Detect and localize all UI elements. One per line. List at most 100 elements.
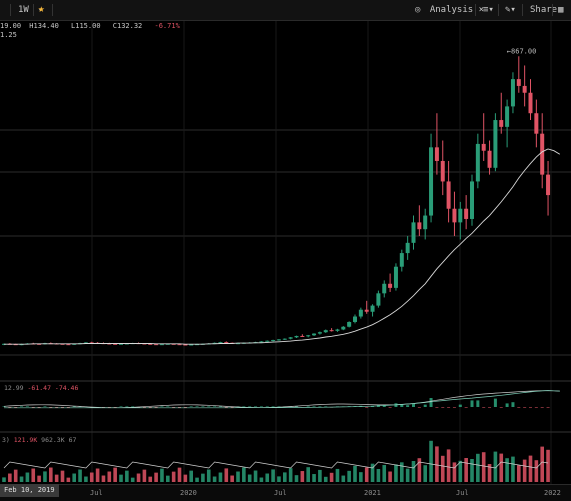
candle-body	[60, 343, 65, 345]
volume-bar	[376, 469, 381, 482]
volume-bar	[230, 475, 234, 482]
indicator-bar	[271, 406, 275, 407]
volume-bar	[195, 477, 199, 482]
candle-body	[423, 215, 428, 230]
candle-body	[142, 343, 147, 345]
volume-bar	[54, 474, 59, 482]
eye-icon: ◎	[415, 5, 421, 15]
x-tick: 2021	[364, 489, 381, 497]
ohlc-readout: 19.00 H134.40 L115.00 C132.32 -6.71%	[0, 22, 184, 30]
volume-bar	[31, 468, 36, 482]
volume-bar	[125, 470, 129, 482]
indicator-bar	[125, 406, 129, 407]
indicator-bar	[61, 407, 64, 408]
indicator-bar	[20, 406, 24, 407]
indicator-bar	[43, 406, 47, 407]
indicator-bar	[388, 407, 392, 408]
volume-value-b: 121.9K	[13, 436, 38, 444]
indicator-bar	[452, 407, 456, 408]
indicator-bar	[493, 398, 497, 407]
candle-body	[195, 344, 200, 346]
volume-bar	[253, 470, 258, 482]
candle-body	[306, 335, 311, 337]
candle-body	[405, 242, 410, 254]
volume-bar	[329, 472, 334, 482]
indicator-bar	[295, 406, 298, 407]
candle-body	[534, 113, 539, 134]
candle-body	[370, 305, 375, 312]
candle-body	[464, 208, 469, 219]
indicator-bar	[470, 400, 474, 407]
indicator-signal-line	[4, 390, 560, 409]
volume-bar	[493, 451, 498, 482]
candle-body	[434, 147, 439, 161]
indicator-bar	[265, 406, 269, 407]
volume-bar	[19, 476, 24, 482]
indicator-bar	[306, 406, 310, 407]
candle-body	[113, 343, 118, 345]
candle-body	[89, 342, 94, 344]
volume-bar	[95, 468, 100, 482]
volume-bar	[341, 475, 346, 482]
candle-body	[452, 208, 457, 223]
candle-body	[411, 222, 416, 243]
share-button[interactable]: Share	[530, 5, 558, 15]
indicator-bar	[464, 407, 468, 408]
candle-body	[154, 344, 159, 346]
candle-body	[546, 174, 551, 196]
volume-bar	[84, 476, 88, 482]
volume-bar	[394, 464, 398, 482]
candle-body	[516, 79, 521, 86]
bars-icon[interactable]: ≡▾	[483, 5, 494, 15]
candle-body	[388, 283, 393, 288]
indicator-bar	[277, 406, 281, 407]
indicator-bar	[183, 407, 187, 408]
volume-bar	[160, 468, 164, 482]
interval-selector[interactable]: 1W ▾	[18, 3, 42, 17]
volume-bar	[511, 456, 515, 482]
indicator-bar	[371, 405, 375, 407]
analysis-button[interactable]: ◎ Analysis ×	[415, 3, 484, 17]
star-icon[interactable]: ★	[38, 2, 45, 15]
volume-average-line	[3, 461, 549, 469]
candle-body	[282, 338, 287, 340]
volume-bar	[335, 468, 340, 482]
volume-bar	[452, 462, 457, 482]
indicator-bar	[423, 404, 427, 407]
indicator-bar	[166, 406, 170, 407]
indicator-bar	[534, 407, 538, 408]
volume-bar	[43, 471, 47, 482]
volume-bar	[60, 470, 65, 482]
volume-bar	[265, 473, 270, 482]
indicator-bar	[131, 406, 135, 407]
volume-bar	[487, 464, 492, 482]
close-value: C132.32	[112, 22, 143, 30]
volume-bar	[458, 460, 463, 482]
grid-icon[interactable]: ▦	[558, 5, 564, 15]
x-tick: Jul	[90, 489, 103, 497]
indicator-bar	[8, 407, 12, 408]
volume-bar	[72, 473, 76, 482]
volume-bar	[8, 473, 12, 482]
indicator-bar	[119, 406, 123, 407]
candle-body	[189, 344, 194, 346]
indicator-bar	[31, 407, 35, 408]
indicator-bar	[207, 406, 211, 407]
low-value: L115.00	[71, 22, 101, 30]
candle-body	[364, 309, 369, 312]
indicator-bar	[546, 407, 550, 408]
volume-bar	[423, 465, 427, 482]
pencil-icon[interactable]: ✎▾	[505, 5, 516, 15]
indicator-bar	[55, 407, 59, 408]
candle-body	[259, 341, 264, 343]
volume-bar	[499, 453, 504, 482]
volume-value-c: 962.3K	[41, 436, 65, 444]
volume-bar	[283, 472, 287, 482]
candle-body	[358, 309, 363, 317]
volume-bar	[66, 477, 71, 482]
indicator-bar	[2, 406, 6, 407]
candle-body	[417, 222, 422, 230]
candle-body	[83, 342, 88, 344]
indicator-bar	[37, 407, 41, 408]
